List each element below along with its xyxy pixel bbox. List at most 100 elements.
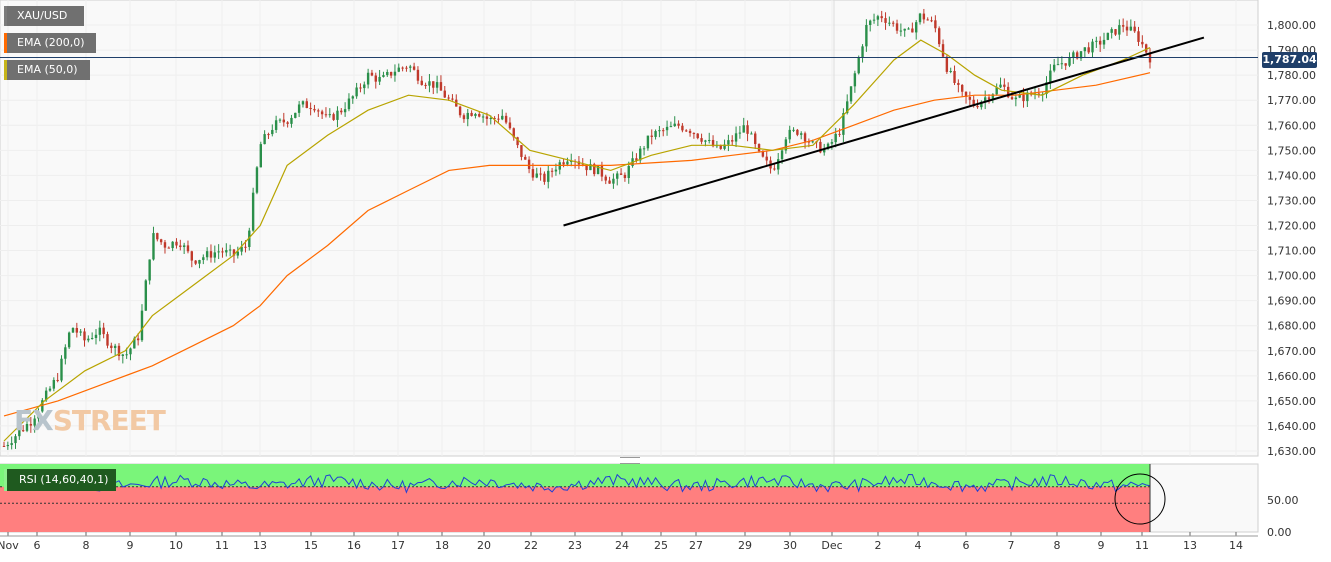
candle-body: [543, 173, 546, 182]
candle-body: [696, 133, 699, 139]
legend-rsi[interactable]: RSI (14,60,40,1): [4, 469, 116, 491]
candle-body: [593, 164, 596, 175]
rsi-line: [3, 473, 1151, 494]
candle-body: [665, 126, 669, 131]
candle-body: [953, 70, 956, 83]
candle-body: [654, 131, 657, 137]
x-tick-label: 22: [524, 539, 538, 552]
candle-body: [382, 75, 385, 77]
candle-body: [2, 445, 6, 447]
candle-body: [458, 106, 462, 116]
candle-body: [757, 144, 761, 152]
candle-body: [918, 13, 922, 23]
x-tick-label: 23: [568, 539, 582, 552]
candle-body: [221, 251, 224, 253]
x-tick-label: 15: [304, 539, 318, 552]
candle-body: [355, 87, 358, 97]
x-tick-label: 27: [689, 539, 703, 552]
candle-body: [800, 133, 803, 135]
legend-ema50[interactable]: EMA (50,0): [4, 60, 90, 80]
legend-ema200[interactable]: EMA (200,0): [4, 33, 96, 53]
rsi-panel: [0, 463, 1259, 533]
candle-body: [125, 354, 128, 356]
candle-body: [842, 113, 845, 135]
candle-body: [37, 411, 40, 419]
candle-body: [803, 133, 807, 142]
candle-body: [1102, 39, 1106, 45]
candle-body: [562, 162, 565, 165]
candle-body: [259, 144, 262, 168]
x-tick-label: 13: [1183, 539, 1197, 552]
candle-body: [750, 133, 753, 135]
x-tick-label: 6: [963, 539, 970, 552]
candle-body: [531, 169, 535, 178]
candle-body: [102, 327, 105, 335]
x-tick-label: 29: [738, 539, 752, 552]
candle-body: [447, 97, 450, 99]
candle-body: [788, 129, 791, 140]
ema-lines: [3, 39, 1151, 442]
axes: 1,630.00 1,640.00 1,650.00 1,660.00 1,670.00…: [0, 19, 1316, 552]
candle-body: [251, 192, 255, 231]
y-tick-label: 1,660.00: [1267, 370, 1316, 383]
x-tick-label: 8: [1054, 539, 1061, 552]
rsi-highlight-circle: [1114, 473, 1166, 525]
candle-body: [489, 118, 492, 120]
candle-body: [133, 338, 136, 349]
candle-body: [784, 139, 788, 151]
candle-body: [255, 167, 259, 193]
rsi-y-tick-label: 50.00: [1267, 494, 1299, 507]
x-tick-label: 8: [83, 539, 90, 552]
candle-body: [378, 76, 381, 82]
candle-body: [681, 125, 684, 131]
candle-body: [915, 22, 918, 33]
x-tick-label: 14: [1229, 539, 1243, 552]
candle-body: [497, 118, 500, 120]
x-tick-label: 11: [1135, 539, 1149, 552]
candle-body: [267, 134, 270, 136]
candle-body: [451, 98, 454, 100]
candle-body: [830, 142, 834, 144]
candle-body: [462, 115, 466, 120]
candle-body: [156, 233, 159, 240]
candle-body: [274, 120, 278, 130]
candle-body: [401, 67, 404, 69]
candle-body: [903, 28, 906, 31]
candle-body: [957, 82, 960, 85]
candle-body: [987, 97, 991, 100]
candle-body: [669, 126, 673, 128]
candle-body: [110, 345, 113, 349]
candle-body: [163, 242, 167, 248]
candle-body: [1079, 51, 1083, 59]
candle-body: [673, 123, 676, 127]
candle-body: [340, 110, 343, 113]
candle-body: [301, 101, 305, 105]
candle-body: [1003, 84, 1006, 87]
candle-body: [1144, 44, 1148, 53]
y-tick-label: 1,780.00: [1267, 69, 1316, 82]
candle-body: [520, 145, 523, 157]
candle-body: [144, 280, 148, 311]
candle-body: [922, 13, 926, 20]
candle-body: [1064, 63, 1067, 66]
candle-body: [991, 94, 995, 100]
candle-body: [359, 87, 362, 89]
legend-symbol[interactable]: XAU/USD: [4, 6, 84, 26]
candle-body: [708, 139, 711, 141]
candle-body: [907, 28, 910, 30]
y-tick-label: 1,640.00: [1267, 420, 1316, 433]
candle-body: [290, 117, 293, 124]
candle-body: [1018, 94, 1021, 98]
y-tick-label: 1,690.00: [1267, 295, 1316, 308]
candle-body: [677, 123, 680, 126]
candle-body: [1049, 70, 1052, 83]
panel-splitter-handle[interactable]: [620, 457, 640, 464]
candle-body: [650, 135, 653, 137]
x-tick-label: 2: [875, 539, 882, 552]
rsi-lower-zone: [0, 486, 1150, 532]
candle-body: [516, 137, 519, 146]
candle-body: [688, 130, 692, 134]
candle-body: [1095, 40, 1098, 42]
